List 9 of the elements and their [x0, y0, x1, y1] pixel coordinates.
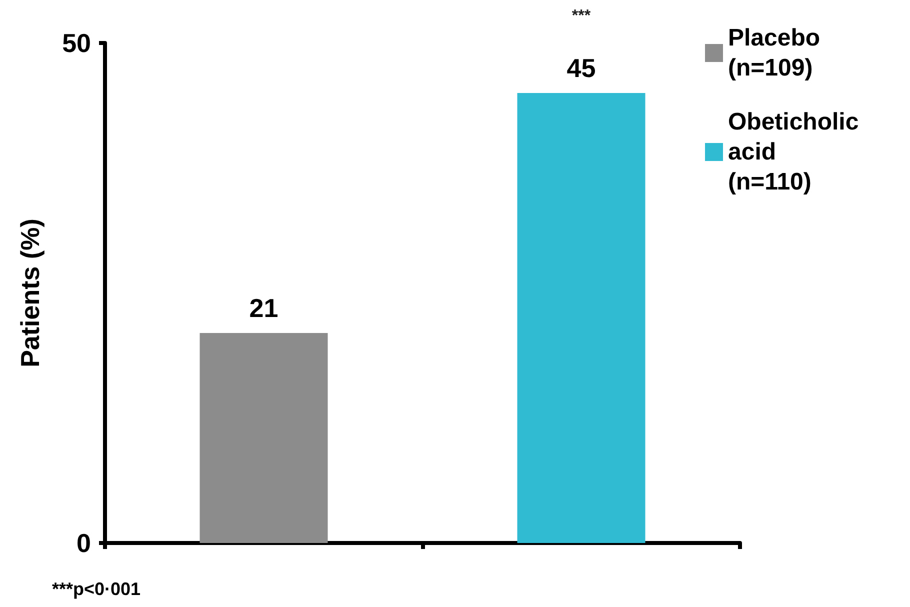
- data-label: 21: [249, 293, 278, 323]
- text: ***p<0·001: [52, 579, 141, 599]
- y-tick-label: 50: [62, 28, 91, 58]
- data-label: 45: [566, 53, 596, 83]
- y-tick-label: 0: [76, 528, 91, 558]
- text: ***: [572, 8, 592, 24]
- legend-label: Obeticholic acid (n=110): [728, 108, 859, 196]
- y-axis-title: Patients (%): [15, 218, 45, 368]
- legend-label: Placebo (n=109): [728, 24, 820, 82]
